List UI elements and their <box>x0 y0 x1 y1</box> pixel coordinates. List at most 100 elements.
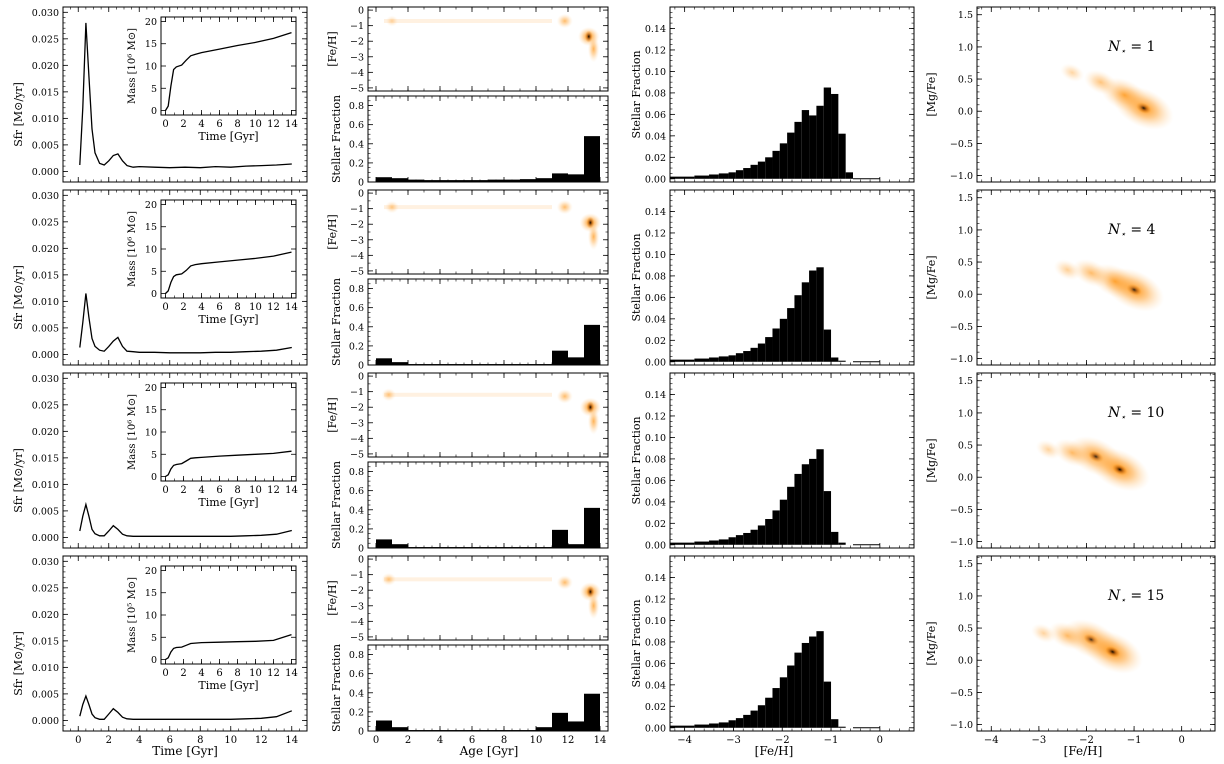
sfr-ylabel: Sfr [M⊙/yr] <box>12 82 25 147</box>
mgfe-blob <box>1035 439 1062 460</box>
mgfe-y-tick-label: 0.0 <box>958 107 973 118</box>
amr-blob <box>381 572 397 586</box>
mgfe-ylabel: [Mg/Fe] <box>925 255 938 299</box>
age-y-tick-label: 0.4 <box>349 322 364 333</box>
mdf-bar <box>823 491 832 545</box>
mgfe-y-tick-label: −0.5 <box>950 139 973 150</box>
mass-x-tick-label: 12 <box>267 119 280 130</box>
mdf-y-tick-label: 0.02 <box>645 702 666 713</box>
sfr-line <box>79 293 292 354</box>
amr-blob <box>587 223 600 251</box>
mgfe-panel: −1.0 −0.5 0.0 0.5 1.0 1.5 [Mg/Fe] N⋆ = 1 <box>925 6 1216 183</box>
sfr-y-tick-label: 0.010 <box>32 114 59 125</box>
amr-y-tick-label: −5 <box>350 632 364 643</box>
amr-density <box>384 199 602 251</box>
mdf-bar <box>709 174 719 179</box>
amr-panel: 0 −1 −2 −3 −4 −5 [Fe/H] <box>326 555 609 643</box>
age-hist-panel: 0 0.2 0.4 0.6 0.8 Stellar Fraction <box>330 461 609 555</box>
mdf-bar <box>772 688 780 728</box>
mgfe-y-tick-label: 0.5 <box>958 75 973 86</box>
mdf-y-tick-label: 0.14 <box>645 207 666 218</box>
mdf-bar <box>670 176 695 179</box>
amr-frame <box>367 189 609 275</box>
amr-blob <box>587 407 600 435</box>
mdf-bar <box>794 121 802 179</box>
mgfe-y-tick-label: −0.5 <box>950 505 973 516</box>
amr-y-tick-label: −2 <box>350 586 364 597</box>
mgfe-y-tick-label: 0.0 <box>958 656 973 667</box>
amr-y-tick-label: −4 <box>350 434 364 445</box>
sfr-y-tick-label: 0.025 <box>32 400 59 411</box>
age-hist-panel: 0 0.2 0.4 0.6 0.8 Stellar Fraction <box>330 278 609 372</box>
mgfe-core <box>1112 463 1128 476</box>
amr-blob <box>556 199 573 215</box>
amr-ylabel: [Fe/H] <box>326 397 339 432</box>
amr-blob <box>587 35 600 63</box>
mgfe-panel: −1.0 −0.5 0.0 0.5 1.0 1.5 [Mg/Fe] N⋆ = 10 <box>925 372 1216 549</box>
mdf-bar <box>694 724 710 728</box>
mdf-bar <box>787 132 795 179</box>
mass-x-tick-label: 8 <box>234 668 240 679</box>
mdf-panel: 0.00 0.02 0.04 0.06 0.08 0.10 0.12 0.14 Stellar … <box>630 6 915 185</box>
mgfe-blob <box>1072 258 1111 288</box>
mdf-y-tick-label: 0.00 <box>645 540 666 551</box>
mdf-bar <box>743 714 751 728</box>
amr-panel: 0 −1 −2 −3 −4 −5 [Fe/H] <box>326 189 609 277</box>
sfr-x-tick-label: 10 <box>224 735 237 746</box>
mgfe-y-tick-label: 1.0 <box>958 408 973 419</box>
sfr-y-tick-label: 0.005 <box>32 506 59 517</box>
mdf-bar <box>787 486 795 545</box>
mass-x-tick-label: 0 <box>162 302 168 313</box>
age-bar <box>584 507 600 548</box>
mgfe-y-tick-label: 1.0 <box>958 591 973 602</box>
mdf-bar <box>772 510 780 545</box>
age-y-tick-label: 0 <box>358 178 364 189</box>
age-x-tick-label: 0 <box>373 735 379 746</box>
mdf-bar <box>694 175 710 179</box>
age-x-tick-label: 12 <box>562 735 575 746</box>
mgfe-y-tick-label: −1.0 <box>950 354 973 365</box>
sfr-y-tick-label: 0.020 <box>32 244 59 255</box>
mgfe-y-tick-label: 1.5 <box>958 376 973 387</box>
mdf-bar <box>728 537 736 545</box>
mass-x-tick-label: 10 <box>249 119 262 130</box>
sfr-line <box>79 694 293 720</box>
age-hist-frame <box>367 644 609 732</box>
sfr-line <box>79 22 292 169</box>
sfr-y-tick-label: 0.000 <box>32 716 59 727</box>
age-y-tick-label: 0.6 <box>349 486 364 497</box>
mdf-bar <box>709 723 719 728</box>
mass-x-tick-label: 14 <box>285 485 298 496</box>
mdf-bar <box>809 115 817 179</box>
mdf-y-tick-label: 0.00 <box>645 174 666 185</box>
age-y-tick-label: 0.6 <box>349 303 364 314</box>
mass-xlabel: Time [Gyr] <box>198 496 258 509</box>
sfr-y-tick-label: 0.005 <box>32 140 59 151</box>
mdf-y-tick-label: 0.02 <box>645 336 666 347</box>
mass-x-tick-label: 8 <box>234 119 240 130</box>
age-y-tick-label: 0.8 <box>349 284 364 295</box>
mdf-y-tick-label: 0.04 <box>645 497 666 508</box>
mass-x-tick-label: 0 <box>162 485 168 496</box>
xlabel-feh-scatter: [Fe/H] <box>1064 744 1103 758</box>
mass-x-tick-label: 4 <box>198 485 204 496</box>
mdf-y-tick-label: 0.12 <box>645 228 666 239</box>
sfr-panel: 0.000 0.005 0.010 0.015 0.020 0.025 0.030 Sfr [… <box>12 6 308 183</box>
mass-y-tick-label: 5 <box>151 84 157 95</box>
mgfe-density <box>1060 63 1174 130</box>
mdf-bar <box>831 531 839 545</box>
mass-x-tick-label: 10 <box>249 302 262 313</box>
sfr-y-tick-label: 0.020 <box>32 610 59 621</box>
amr-y-tick-label: 0 <box>358 372 364 383</box>
axis-labels-layer: Time [Gyr] Age [Gyr] [Fe/H] [Fe/H] <box>152 744 1102 758</box>
mass-y-tick-label: 5 <box>151 633 157 644</box>
mass-line <box>164 31 292 111</box>
mdf-bar <box>670 542 695 545</box>
mgfe-y-tick-label: −0.5 <box>950 688 973 699</box>
mdf-bar <box>750 164 758 179</box>
mdf-bar <box>816 631 824 728</box>
mdf-y-tick-label: 0.06 <box>645 476 666 487</box>
age-x-tick-label: 8 <box>501 735 507 746</box>
sfr-panel: 0.000 0.005 0.010 0.015 0.020 0.025 0.030 Sfr [… <box>12 372 308 549</box>
mdf-y-tick-label: 0.04 <box>645 131 666 142</box>
